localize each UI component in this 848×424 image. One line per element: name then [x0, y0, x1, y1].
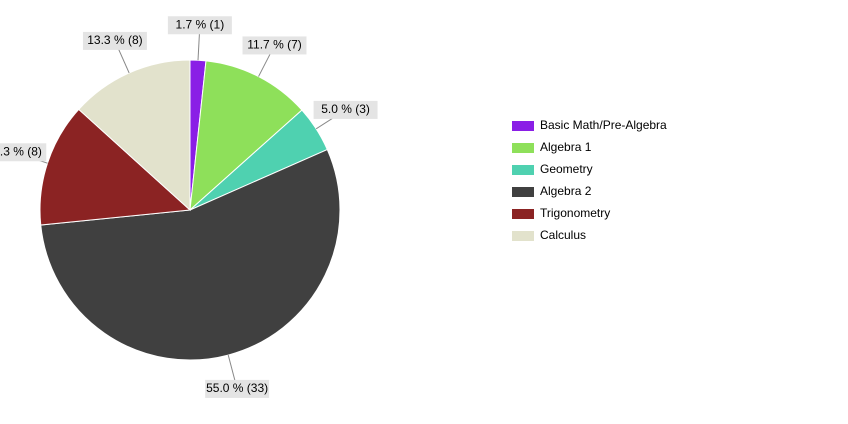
label-box	[313, 100, 378, 119]
label-box	[242, 36, 307, 55]
pie-slice	[189, 60, 303, 212]
pie-slice	[39, 108, 192, 226]
data-label: 5.0 % (3)	[321, 102, 370, 116]
data-label: 55.0 % (33)	[206, 381, 268, 395]
legend-swatch	[512, 209, 534, 219]
legend-swatch	[512, 231, 534, 241]
legend-label: Basic Math/Pre-Algebra	[540, 118, 667, 132]
label-box	[0, 143, 47, 162]
legend-swatch	[512, 143, 534, 153]
label-box	[167, 16, 232, 35]
legend-swatch	[512, 165, 534, 175]
label-box	[82, 31, 147, 50]
data-label: 11.7 % (7)	[247, 38, 301, 52]
legend-swatch	[512, 187, 534, 197]
pie-slice	[40, 148, 341, 361]
legend-label: Geometry	[540, 162, 593, 176]
label-box	[205, 379, 270, 398]
legend-label: Trigonometry	[540, 206, 610, 220]
pie-slice	[78, 59, 191, 212]
legend-label: Algebra 2	[540, 184, 592, 198]
data-label: 13.3 % (8)	[0, 144, 42, 158]
data-label: 13.3 % (8)	[87, 33, 142, 47]
legend-swatch	[512, 121, 534, 131]
data-label: 1.7 % (1)	[176, 17, 225, 31]
legend-label: Algebra 1	[540, 140, 592, 154]
legend-label: Calculus	[540, 228, 586, 242]
